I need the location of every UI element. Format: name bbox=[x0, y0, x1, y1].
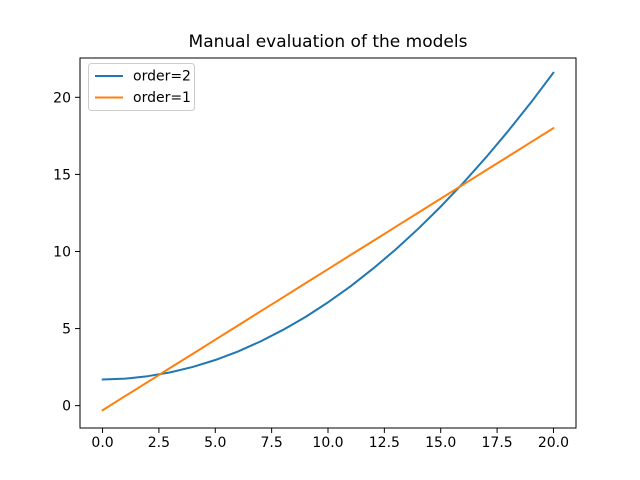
legend: order=2 order=1 bbox=[88, 63, 195, 111]
y-tick-label: 0 bbox=[62, 399, 71, 415]
x-tick-label: 17.5 bbox=[482, 435, 513, 451]
series-layer bbox=[101, 71, 555, 412]
x-tick-label: 20.0 bbox=[538, 435, 569, 451]
axes-background bbox=[80, 58, 576, 428]
x-tick-label: 0.0 bbox=[91, 435, 113, 451]
y-tick-label: 20 bbox=[53, 90, 71, 106]
legend-label-order-1: order=1 bbox=[133, 90, 191, 106]
series-line-order-1 bbox=[101, 127, 555, 412]
x-tick-label: 2.5 bbox=[148, 435, 170, 451]
x-tick-label: 7.5 bbox=[261, 435, 283, 451]
y-tick-label: 15 bbox=[53, 167, 71, 183]
x-tick-label: 12.5 bbox=[369, 435, 400, 451]
y-tick-label: 5 bbox=[62, 322, 71, 338]
x-tick-label: 5.0 bbox=[204, 435, 226, 451]
series-line-order-2 bbox=[101, 71, 555, 381]
y-tick-label: 10 bbox=[53, 244, 71, 260]
chart-title: Manual evaluation of the models bbox=[189, 32, 468, 52]
x-tick-label: 15.0 bbox=[425, 435, 456, 451]
axes-frame bbox=[79, 57, 577, 429]
x-tick-label: 10.0 bbox=[312, 435, 343, 451]
ticks-layer: 0.0 2.5 5.0 7.5 10.0 12.5 15.0 17.5 20.0 0 5 10 15 20 bbox=[53, 90, 569, 451]
legend-label-order-2: order=2 bbox=[133, 69, 191, 85]
